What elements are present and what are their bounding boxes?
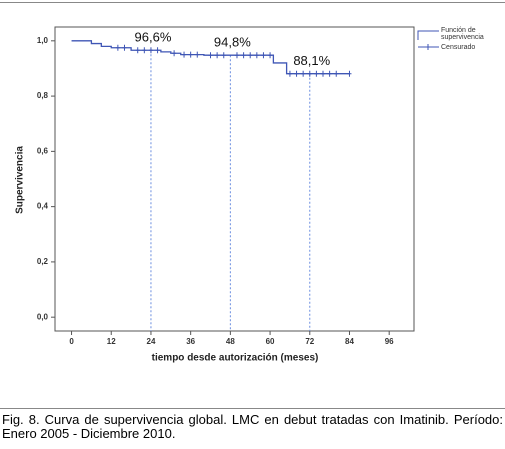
censored-mark: [142, 47, 147, 54]
y-tick-label: 0,6: [37, 146, 49, 155]
x-tick-label: 72: [305, 337, 314, 346]
annotation: 88,1%: [293, 53, 330, 68]
chart: Supervivencia tiempo desde autorización …: [15, 26, 439, 364]
y-tick-label: 0,2: [37, 257, 49, 266]
plot-frame: [54, 26, 415, 332]
top-rule: [0, 2, 505, 3]
x-axis-label: tiempo desde autorización (meses): [152, 353, 319, 364]
x-tick-label: 60: [266, 337, 275, 346]
x-tick-label: 96: [385, 337, 394, 346]
x-tick-label: 24: [147, 337, 156, 346]
censored-mark: [294, 70, 299, 77]
censored-mark: [188, 51, 193, 58]
censored-mark: [268, 52, 273, 59]
censored-mark: [172, 50, 177, 57]
censored-mark: [195, 51, 200, 58]
legend-symbol: [417, 30, 439, 40]
legend-entry: Censurado: [441, 44, 476, 51]
legend-symbol: [418, 44, 439, 50]
censored-mark: [334, 70, 339, 77]
censored-mark: [234, 52, 239, 59]
censored-mark: [314, 70, 319, 77]
censored-mark: [248, 52, 253, 59]
x-tick-label: 48: [226, 337, 235, 346]
censored-mark: [135, 47, 140, 54]
y-tick-label: 1,0: [37, 36, 49, 45]
survival-curve: [71, 40, 350, 75]
censored-mark: [241, 52, 246, 59]
censored-mark: [287, 70, 292, 77]
x-tick-label: 36: [186, 337, 195, 346]
censored-mark: [321, 70, 326, 77]
censored-mark: [182, 51, 187, 58]
legend-entry: Función de supervivencia: [441, 27, 484, 41]
censored-mark: [122, 44, 127, 51]
censored-mark: [347, 70, 352, 77]
censored-mark: [221, 52, 226, 59]
censored-mark: [327, 70, 332, 77]
censored-mark: [155, 47, 160, 54]
y-axis-label: Supervivencia: [15, 146, 26, 214]
x-tick-label: 84: [345, 337, 354, 346]
censored-mark: [115, 44, 120, 51]
censored-mark: [261, 52, 266, 59]
y-tick-label: 0,8: [37, 91, 49, 100]
censored-mark: [208, 52, 213, 59]
y-tick-label: 0,4: [37, 202, 49, 211]
censored-mark: [148, 47, 153, 54]
censored-mark: [301, 70, 306, 77]
censored-mark: [254, 52, 259, 59]
x-tick-label: 0: [69, 337, 74, 346]
caption: Fig. 8. Curva de supervivencia global. L…: [2, 412, 503, 441]
censored-mark: [215, 52, 220, 59]
x-tick-label: 12: [107, 337, 116, 346]
annotation: 96,6%: [135, 30, 172, 45]
y-tick-label: 0,0: [37, 312, 49, 321]
censored-mark: [307, 70, 312, 77]
annotation: 94,8%: [214, 35, 251, 50]
caption-rule: [0, 408, 505, 409]
